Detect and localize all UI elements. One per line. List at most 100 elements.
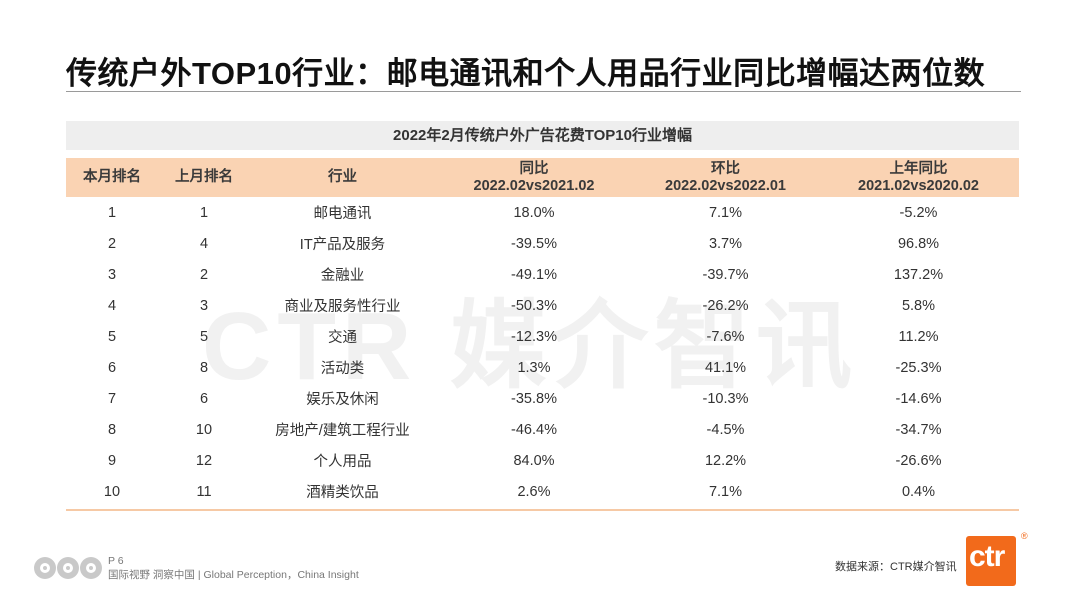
header-line1: 上年同比 — [889, 160, 948, 177]
cell-last-rank: 10 — [195, 421, 213, 438]
eye-icon — [57, 557, 79, 579]
cell-last-rank: 4 — [199, 235, 209, 252]
footer-text-block: P 6 国际视野 洞察中国 | Global Perception，China … — [108, 554, 359, 582]
cell-industry: 活动类 — [320, 361, 365, 377]
title-divider — [66, 91, 1021, 92]
cell-prior-year-yoy: -26.6% — [895, 452, 942, 469]
header-mom: 环比 2022.02vs2022.01 — [633, 158, 818, 197]
cell-prior-year-yoy: 5.8% — [901, 297, 936, 314]
table-row: 7 6 娱乐及休闲 -35.8% -10.3% -14.6% — [66, 383, 1019, 414]
eye-icon — [34, 557, 56, 579]
header-line1: 环比 — [711, 160, 740, 177]
cell-yoy: -50.3% — [511, 297, 557, 314]
registered-mark: ® — [1021, 531, 1028, 541]
header-line1: 本月排名 — [83, 169, 141, 185]
cell-prior-year-yoy: -34.7% — [895, 421, 942, 438]
header-current-rank: 本月排名 — [66, 158, 158, 197]
header-yoy: 同比 2022.02vs2021.02 — [435, 158, 633, 197]
cell-last-rank: 11 — [196, 483, 212, 500]
cell-yoy: -49.1% — [511, 266, 557, 283]
cell-prior-year-yoy: 96.8% — [897, 235, 940, 252]
cell-industry: 金融业 — [320, 268, 365, 284]
header-last-rank: 上月排名 — [158, 158, 250, 197]
cell-industry: 邮电通讯 — [313, 206, 372, 222]
cell-current-rank: 10 — [103, 483, 121, 500]
cell-last-rank: 3 — [199, 297, 209, 314]
header-line1: 上月排名 — [175, 169, 233, 185]
cell-mom: -7.6% — [706, 328, 745, 345]
eye-icon — [80, 557, 102, 579]
cell-prior-year-yoy: -25.3% — [895, 359, 942, 376]
data-source: 数据来源：CTR媒介智讯 — [835, 561, 957, 573]
cell-prior-year-yoy: 137.2% — [893, 266, 944, 283]
cell-industry: IT产品及服务 — [299, 237, 386, 253]
ctr-logo-text: ctr — [969, 540, 1005, 573]
cell-current-rank: 7 — [107, 390, 117, 407]
cell-current-rank: 9 — [107, 452, 117, 469]
cell-prior-year-yoy: -14.6% — [895, 390, 942, 407]
cell-last-rank: 2 — [199, 266, 209, 283]
cell-mom: 3.7% — [708, 235, 743, 252]
footer-slogan: 国际视野 洞察中国 | Global Perception，China Insi… — [108, 569, 359, 581]
cell-yoy: -12.3% — [511, 328, 557, 345]
header-industry: 行业 — [250, 158, 435, 197]
header-line2: 2022.02vs2022.01 — [665, 177, 786, 194]
cell-industry: 房地产/建筑工程行业 — [275, 423, 410, 439]
cell-last-rank: 12 — [195, 452, 213, 469]
header-line2: 2022.02vs2021.02 — [473, 177, 595, 194]
cell-mom: -4.5% — [706, 421, 745, 438]
page-title: 传统户外TOP10行业：邮电通讯和个人用品行业同比增幅达两位数 — [66, 56, 986, 91]
cell-current-rank: 3 — [107, 266, 117, 283]
cell-yoy: 18.0% — [513, 204, 555, 221]
cell-last-rank: 5 — [199, 328, 209, 345]
cell-industry: 交通 — [328, 330, 357, 346]
table-row: 1 1 邮电通讯 18.0% 7.1% -5.2% — [66, 197, 1019, 228]
cell-current-rank: 6 — [107, 359, 117, 376]
cell-yoy: 84.0% — [513, 452, 555, 469]
ctr-logo: ctr — [966, 536, 1016, 586]
header-line2: 2021.02vs2020.02 — [858, 177, 979, 194]
table-caption: 2022年2月传统户外广告花费TOP10行业增幅 — [66, 121, 1019, 150]
cell-industry: 酒精类饮品 — [306, 485, 379, 501]
cell-yoy: -35.8% — [511, 390, 557, 407]
cell-yoy: 2.6% — [517, 483, 551, 500]
table-row: 6 8 活动类 1.3% 41.1% -25.3% — [66, 352, 1019, 383]
cell-current-rank: 4 — [107, 297, 117, 314]
cell-industry: 娱乐及休闲 — [306, 392, 379, 408]
table-row: 9 12 个人用品 84.0% 12.2% -26.6% — [66, 445, 1019, 476]
cell-mom: 7.1% — [708, 204, 743, 221]
ranking-table-block: 2022年2月传统户外广告花费TOP10行业增幅 本月排名 上月排名 行业 同比… — [66, 121, 1019, 511]
watermark-text: CTR 媒介智讯 — [202, 293, 858, 400]
table-header-row: 本月排名 上月排名 行业 同比 2022.02vs2021.02 环比 2022… — [66, 158, 1019, 197]
table-bottom-rule — [66, 509, 1019, 511]
cell-mom: -26.2% — [702, 297, 749, 314]
cell-industry: 个人用品 — [313, 454, 372, 470]
header-line1: 同比 — [519, 160, 549, 177]
header-line1: 行业 — [328, 169, 357, 185]
cell-last-rank: 6 — [199, 390, 209, 407]
cell-prior-year-yoy: 11.2% — [898, 328, 939, 345]
cell-mom: -39.7% — [702, 266, 749, 283]
cell-mom: -10.3% — [702, 390, 749, 407]
cell-current-rank: 1 — [107, 204, 117, 221]
table-row: 10 11 酒精类饮品 2.6% 7.1% 0.4% — [66, 476, 1019, 507]
cell-prior-year-yoy: 0.4% — [901, 483, 936, 500]
header-prior-year-yoy: 上年同比 2021.02vs2020.02 — [818, 158, 1019, 197]
cell-current-rank: 8 — [107, 421, 117, 438]
table-row: 2 4 IT产品及服务 -39.5% 3.7% 96.8% — [66, 228, 1019, 259]
cell-prior-year-yoy: -5.2% — [899, 204, 938, 221]
cell-current-rank: 5 — [107, 328, 117, 345]
cell-last-rank: 8 — [199, 359, 209, 376]
cell-yoy: -39.5% — [511, 235, 557, 252]
cell-mom: 7.1% — [708, 483, 743, 500]
cell-industry: 商业及服务性行业 — [284, 299, 401, 315]
cell-last-rank: 1 — [199, 204, 209, 221]
ranking-table: 本月排名 上月排名 行业 同比 2022.02vs2021.02 环比 2022… — [66, 158, 1019, 507]
footer-brand-block: P 6 国际视野 洞察中国 | Global Perception，China … — [34, 554, 359, 582]
cell-mom: 12.2% — [704, 452, 747, 469]
table-row: 4 3 商业及服务性行业 -50.3% -26.2% 5.8% — [66, 290, 1019, 321]
eyes-logo-icon — [34, 557, 102, 579]
cell-mom: 41.1% — [704, 359, 747, 376]
table-row: 5 5 交通 -12.3% -7.6% 11.2% — [66, 321, 1019, 352]
table-row: 8 10 房地产/建筑工程行业 -46.4% -4.5% -34.7% — [66, 414, 1019, 445]
